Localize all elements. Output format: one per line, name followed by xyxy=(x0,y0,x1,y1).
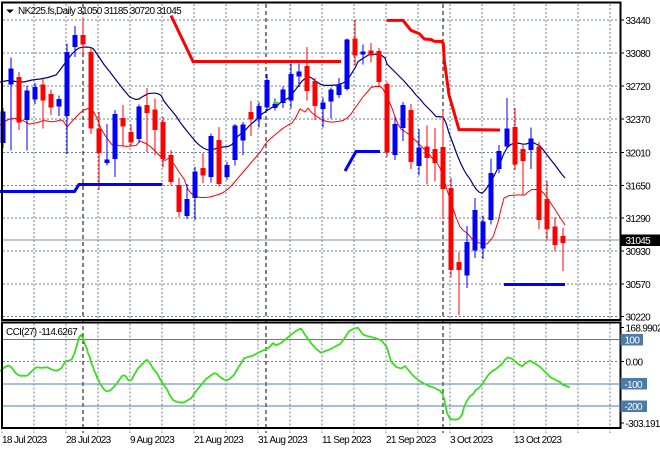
svg-text:33440: 33440 xyxy=(626,16,652,27)
svg-text:11 Sep 2023: 11 Sep 2023 xyxy=(322,435,372,446)
svg-text:3 Oct 2023: 3 Oct 2023 xyxy=(450,435,494,446)
svg-text:18 Jul 2023: 18 Jul 2023 xyxy=(2,435,48,446)
svg-text:31650: 31650 xyxy=(626,181,652,192)
svg-text:100: 100 xyxy=(625,336,641,347)
svg-text:CCI(27) -114.6267: CCI(27) -114.6267 xyxy=(6,327,78,338)
svg-text:31 Aug 2023: 31 Aug 2023 xyxy=(258,435,308,446)
svg-text:-100: -100 xyxy=(625,380,644,391)
svg-text:31290: 31290 xyxy=(626,214,652,225)
svg-text:32370: 32370 xyxy=(626,115,652,126)
svg-text:168.9902: 168.9902 xyxy=(626,324,660,335)
svg-text:28 Jul 2023: 28 Jul 2023 xyxy=(66,435,112,446)
svg-text:30930: 30930 xyxy=(626,247,652,258)
svg-text:0.00: 0.00 xyxy=(626,358,644,369)
svg-text:30570: 30570 xyxy=(626,280,652,291)
svg-text:9 Aug 2023: 9 Aug 2023 xyxy=(130,435,175,446)
svg-text:NK225.fs,Daily 31050 31185 307: NK225.fs,Daily 31050 31185 30720 31045 xyxy=(18,6,182,17)
svg-text:-200: -200 xyxy=(625,402,644,413)
svg-text:21 Sep 2023: 21 Sep 2023 xyxy=(386,435,437,446)
svg-text:21 Aug 2023: 21 Aug 2023 xyxy=(194,435,244,446)
svg-text:32010: 32010 xyxy=(626,149,652,160)
svg-text:32720: 32720 xyxy=(626,82,652,93)
svg-text:13 Oct 2023: 13 Oct 2023 xyxy=(514,435,562,446)
svg-text:30220: 30220 xyxy=(626,312,652,323)
svg-text:-303.1911: -303.1911 xyxy=(626,419,660,430)
svg-text:33080: 33080 xyxy=(626,49,652,60)
svg-text:31045: 31045 xyxy=(626,236,652,247)
